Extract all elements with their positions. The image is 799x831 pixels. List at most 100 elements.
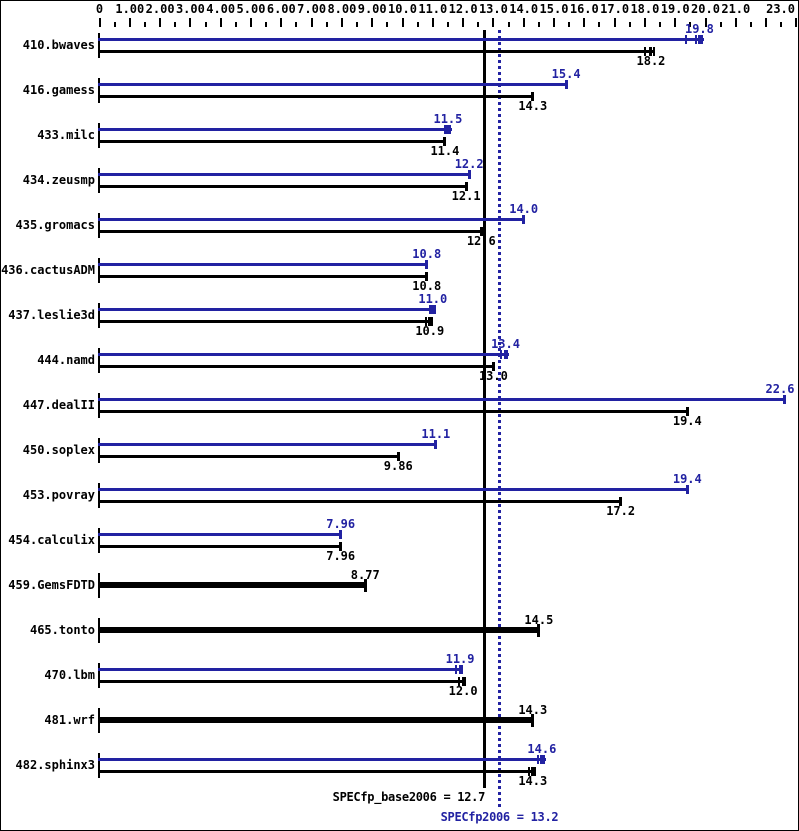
base-bar [97, 230, 483, 233]
bar-end-tick [649, 47, 653, 56]
peak-bar [97, 172, 471, 176]
bar-end-tick [504, 349, 508, 359]
axis-major-tick [128, 18, 131, 27]
run-spread-tick [428, 304, 431, 314]
bar-end-tick [467, 169, 471, 179]
axis-label: 11.0 [418, 2, 448, 16]
axis-label: 1.00 [115, 2, 145, 16]
axis-minor-tick [568, 22, 571, 27]
axis-minor-tick [265, 22, 268, 27]
bar-value-label: 12.1 [451, 188, 481, 203]
bar-end-tick [396, 452, 400, 461]
axis-major-tick [98, 18, 101, 27]
base-bar [97, 680, 467, 683]
base-bar [97, 500, 623, 503]
axis-minor-tick [507, 22, 510, 27]
bar-end-tick [540, 754, 544, 764]
benchmark-label: 450.soplex [22, 442, 95, 457]
base-bar [97, 545, 343, 548]
bar-value-label: 11.0 [418, 292, 448, 306]
run-spread-tick [652, 47, 655, 56]
axis-minor-tick [416, 22, 419, 27]
mean-line-peak [497, 30, 501, 808]
run-spread-tick [684, 34, 687, 44]
bar-value-label: 11.5 [433, 112, 463, 126]
bar-value-label: 11.9 [445, 652, 475, 666]
run-spread-tick [449, 124, 452, 134]
axis-major-tick [553, 18, 555, 27]
summary-base-text: SPECfp_base2006 = 12.7 [332, 790, 486, 804]
bar-value-label: 7.96 [326, 548, 356, 563]
bar-value-label: 14.0 [509, 202, 539, 216]
axis-label: 5.00 [236, 2, 266, 16]
run-spread-tick [694, 34, 697, 44]
bar-value-label: 10.8 [412, 278, 442, 293]
benchmark-label: 436.cactusADM [1, 262, 95, 277]
benchmark-label: 434.zeusmp [22, 172, 95, 187]
bar-value-label: 12.0 [448, 683, 478, 698]
bar-value-label: 22.6 [765, 382, 795, 396]
base-bar [97, 185, 468, 188]
base-bar [97, 320, 434, 323]
run-spread-tick [443, 124, 446, 134]
bar-end-tick [434, 439, 438, 449]
bar-end-tick [531, 713, 535, 727]
axis-label: 16.0 [569, 2, 599, 16]
axis-label: 15.0 [539, 2, 569, 16]
bar-end-tick [522, 214, 526, 224]
axis-label: 4.00 [206, 2, 236, 16]
bar-value-label: 11.4 [430, 143, 460, 158]
bar-value-label: 12.2 [454, 157, 484, 171]
bar-end-tick [479, 227, 483, 236]
peak-bar [97, 82, 568, 86]
axis-major-tick [583, 18, 586, 27]
bar-value-label: 14.3 [518, 773, 548, 788]
base-bar [97, 770, 537, 773]
bar-end-tick [443, 137, 447, 146]
axis-label: 2.00 [145, 2, 175, 16]
axis-label: 7.00 [297, 2, 327, 16]
axis-minor-tick [295, 22, 298, 27]
run-spread-tick [533, 767, 536, 776]
row-baseline [97, 122, 100, 148]
axis-minor-tick [749, 22, 752, 27]
peak-bar [97, 307, 437, 311]
peak-bar [97, 217, 526, 221]
axis-major-tick [522, 18, 525, 27]
axis-major-tick [704, 18, 707, 27]
axis-label: 0 [95, 2, 104, 16]
benchmark-label: 453.povray [22, 487, 95, 502]
row-baseline [97, 302, 100, 328]
run-spread-tick [458, 677, 461, 686]
benchmark-label: 465.tonto [29, 622, 95, 637]
axis-label: 3.00 [175, 2, 205, 16]
axis-label: 18.0 [630, 2, 660, 16]
row-baseline [97, 662, 100, 688]
axis-label: 17.0 [600, 2, 630, 16]
axis-minor-tick [628, 22, 631, 27]
row-baseline [97, 32, 100, 58]
benchmark-label: 470.lbm [44, 667, 95, 682]
axis-major-tick [734, 18, 737, 27]
axis-minor-tick [446, 22, 449, 27]
benchmark-label: 459.GemsFDTD [8, 577, 95, 592]
peak-bar [97, 127, 452, 131]
bar-value-label: 19.4 [672, 413, 702, 428]
benchmark-label: 481.wrf [44, 712, 95, 727]
axis-label: 9.00 [357, 2, 387, 16]
base-bar [97, 50, 656, 53]
bar-value-label: 7.96 [326, 517, 356, 531]
single-bar [97, 627, 541, 633]
run-spread-tick [430, 317, 433, 326]
axis-major-tick [250, 18, 252, 27]
benchmark-label: 447.dealII [22, 397, 95, 412]
axis-minor-tick [598, 22, 601, 27]
row-baseline [97, 77, 100, 103]
axis-minor-tick [174, 22, 177, 27]
bar-end-tick [531, 92, 535, 101]
axis-major-tick [189, 18, 192, 27]
base-bar [97, 410, 689, 413]
bar-end-tick [537, 623, 541, 637]
axis-label: 21.0 [721, 2, 751, 16]
row-baseline [97, 167, 100, 193]
